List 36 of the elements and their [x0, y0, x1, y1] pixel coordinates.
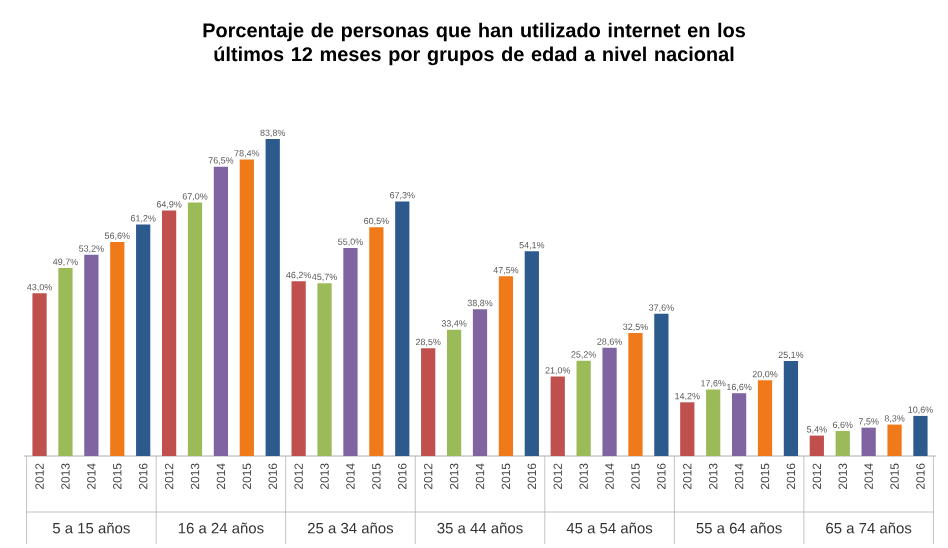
bar: [187, 202, 203, 456]
bar: [628, 333, 643, 456]
bar: [887, 424, 902, 456]
bar: [680, 402, 695, 456]
bar: [343, 247, 358, 456]
bar: [265, 139, 280, 456]
bar: [654, 313, 669, 456]
bar: [136, 224, 151, 456]
bar: [291, 281, 306, 456]
bar: [110, 241, 125, 456]
bar: [32, 293, 47, 456]
bar: [369, 227, 384, 456]
bar: [161, 210, 177, 456]
bar: [58, 268, 73, 456]
bar: [395, 201, 410, 456]
bar: [421, 348, 436, 456]
bar: [550, 376, 565, 456]
bar: [835, 431, 850, 456]
bar: [213, 166, 229, 456]
bar: [861, 427, 876, 456]
bar: [524, 251, 539, 456]
bar: [498, 276, 514, 456]
bar: [706, 389, 721, 456]
bar: [809, 435, 824, 456]
chart-title: Porcentaje de personas que han utilizado internet en los últimos 12 meses por grupos de edad a nivel nacional: [203, 22, 746, 66]
bar: [472, 309, 488, 456]
bar: [446, 329, 462, 456]
bar: [913, 415, 928, 456]
bar: [239, 159, 254, 456]
bar: [731, 393, 747, 456]
bar: [757, 380, 773, 456]
bar: [783, 361, 799, 456]
bar: [84, 254, 99, 456]
bar: [317, 283, 332, 456]
bar: [576, 360, 591, 456]
bar: [602, 347, 617, 456]
